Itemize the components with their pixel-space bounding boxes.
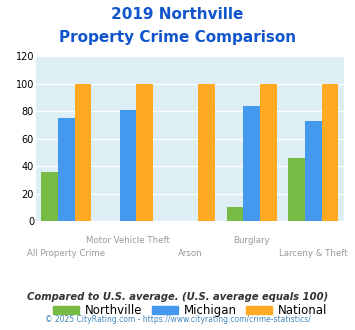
Text: All Property Crime: All Property Crime — [27, 249, 105, 258]
Text: Property Crime Comparison: Property Crime Comparison — [59, 30, 296, 45]
Bar — [198, 83, 215, 221]
Text: © 2025 CityRating.com - https://www.cityrating.com/crime-statistics/: © 2025 CityRating.com - https://www.city… — [45, 315, 310, 324]
Text: Motor Vehicle Theft: Motor Vehicle Theft — [86, 236, 170, 245]
Bar — [322, 83, 338, 221]
Text: Arson: Arson — [178, 249, 202, 258]
Bar — [42, 172, 58, 221]
Bar — [227, 207, 244, 221]
Bar — [305, 121, 322, 221]
Legend: Northville, Michigan, National: Northville, Michigan, National — [48, 300, 332, 322]
Bar — [120, 110, 136, 221]
Bar — [289, 158, 305, 221]
Bar — [260, 83, 277, 221]
Text: 2019 Northville: 2019 Northville — [111, 7, 244, 21]
Text: Larceny & Theft: Larceny & Theft — [279, 249, 348, 258]
Text: Burglary: Burglary — [233, 236, 270, 245]
Text: Compared to U.S. average. (U.S. average equals 100): Compared to U.S. average. (U.S. average … — [27, 292, 328, 302]
Bar — [75, 83, 91, 221]
Bar — [136, 83, 153, 221]
Bar — [58, 118, 75, 221]
Bar — [244, 106, 260, 221]
